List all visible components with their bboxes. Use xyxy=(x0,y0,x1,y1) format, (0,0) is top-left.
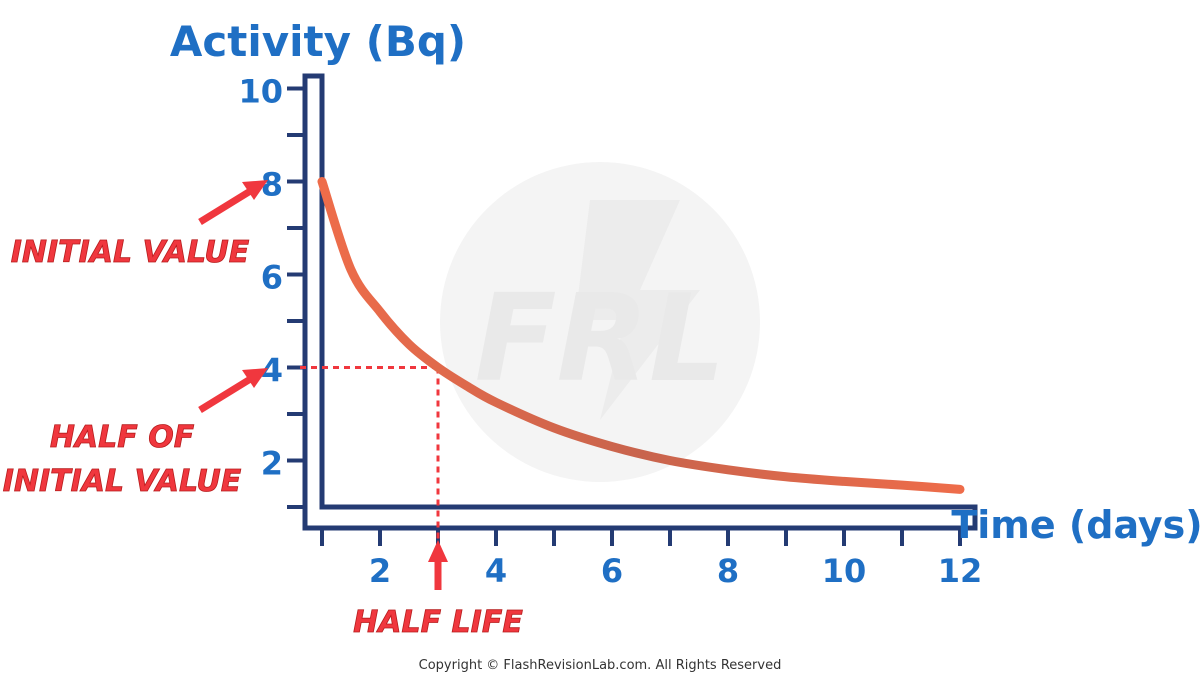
y-tick-label: 4 xyxy=(261,352,283,390)
half-life-label: HALF LIFE xyxy=(353,605,523,640)
watermark-circle xyxy=(440,162,760,482)
x-tick-label: 8 xyxy=(717,552,739,590)
initial-value-arrow-shaft xyxy=(198,187,254,225)
watermark-logo: FRL xyxy=(440,162,760,482)
x-tick-label: 2 xyxy=(369,552,391,590)
copyright-text: Copyright © FlashRevisionLab.com. All Ri… xyxy=(419,658,782,673)
half-value-arrow-shaft xyxy=(198,375,254,413)
initial-value-label: INITIAL VALUE xyxy=(11,235,250,270)
half-life-arrow-head xyxy=(428,540,448,562)
x-axis-title: Time (days) xyxy=(951,503,1200,547)
axes xyxy=(302,73,978,531)
half-life-guides xyxy=(300,366,440,540)
x-tick-label: 6 xyxy=(601,552,623,590)
annotation-arrows xyxy=(198,180,448,590)
half-value-arrow-head xyxy=(242,368,268,388)
half-initial-label-line1: HALF OF xyxy=(50,420,195,455)
x-tick-label: 12 xyxy=(938,552,983,590)
axis-frame xyxy=(302,73,978,531)
half-initial-label-line2: INITIAL VALUE xyxy=(3,464,242,499)
x-tick-label: 10 xyxy=(822,552,867,590)
y-axis-title: Activity (Bq) xyxy=(170,17,466,66)
ticks: 2 4 6 8 10 2 4 6 8 10 12 xyxy=(238,73,982,591)
decay-curve xyxy=(317,177,965,494)
watermark-bolt xyxy=(575,200,700,420)
y-tick-label: 10 xyxy=(238,73,283,111)
x-tick-label: 4 xyxy=(485,552,507,590)
y-tick-label: 2 xyxy=(261,445,283,483)
y-tick-label: 8 xyxy=(261,166,283,204)
initial-value-arrow-head xyxy=(242,180,268,200)
watermark-text: FRL xyxy=(475,270,726,409)
annotations: INITIAL VALUE HALF OF INITIAL VALUE HALF… xyxy=(2,235,523,641)
y-tick-label: 6 xyxy=(261,259,283,297)
